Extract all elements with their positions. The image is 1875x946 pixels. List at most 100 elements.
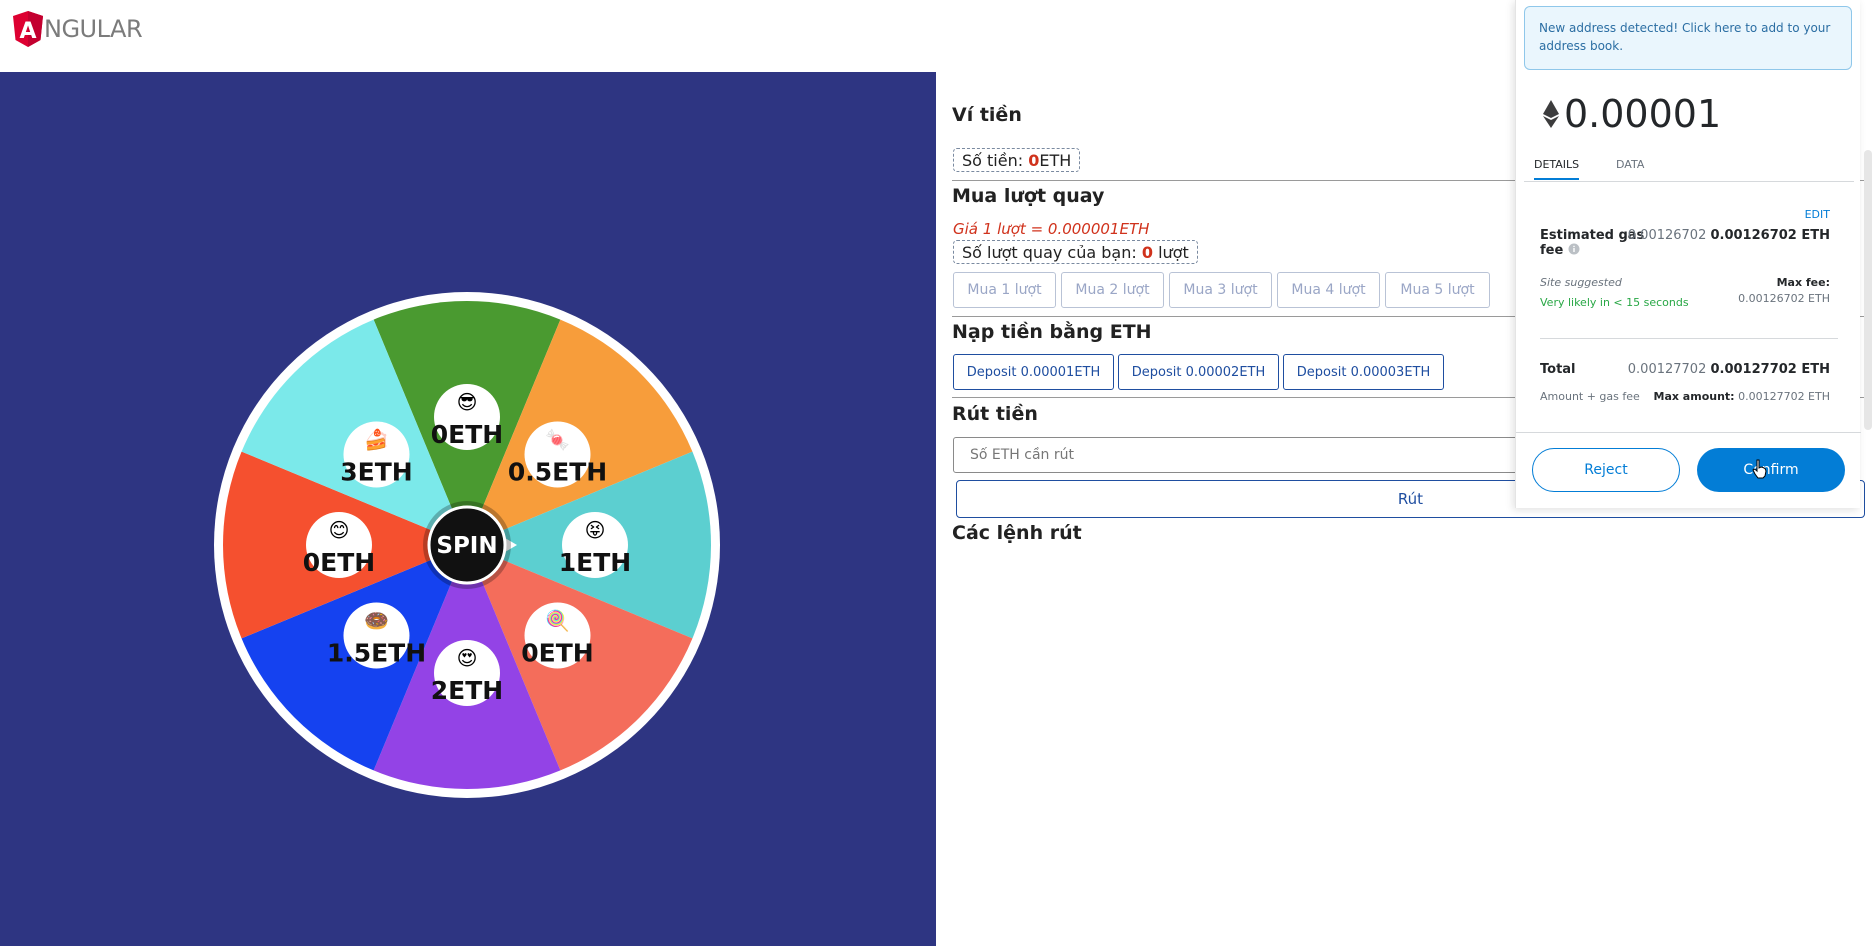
wheel-prize: 😎 0ETH [431, 384, 503, 450]
gas-label-line2: fee [1540, 243, 1564, 258]
prize-label: 1ETH [559, 548, 631, 577]
withdraw-amount-input[interactable] [953, 437, 1553, 473]
info-icon[interactable] [1568, 243, 1580, 255]
buy-5-spins-button[interactable]: Mua 5 lượt [1385, 272, 1490, 308]
hand-cursor-icon [1752, 459, 1767, 479]
angular-logo[interactable]: A NGULAR [12, 10, 143, 48]
gas-value-eth: 0.00126702 ETH [1710, 228, 1830, 243]
wheel-prize: 😝 1ETH [559, 512, 631, 578]
gas-label-line1: Estimated gas [1540, 228, 1645, 243]
prize-badge [524, 602, 591, 669]
balance-unit: ETH [1039, 151, 1072, 170]
wheel-svg: 😎 0ETH 🍬 0.5ETH 😝 1ETH 🍭 0ETH 😍 2ETH 🍩 1.5ETH 😊 0ETH 🍰… [214, 292, 720, 798]
edit-gas-link[interactable]: EDIT [1804, 208, 1830, 221]
spins-count-box: Số lượt quay của bạn: 0 lượt [953, 240, 1198, 264]
prize-badge [524, 421, 591, 488]
balance-label: Số tiền: [962, 151, 1024, 170]
spins-value: 0 [1141, 243, 1153, 262]
divider [952, 180, 1872, 181]
wheel-prize: 🍭 0ETH [521, 602, 594, 669]
max-amount-value: 0.00127702 ETH [1738, 390, 1830, 403]
prize-label: 0ETH [303, 548, 375, 577]
prize-emoji-icon: 😊 [329, 518, 350, 542]
deposit-0.00002-button[interactable]: Deposit 0.00002ETH [1118, 354, 1279, 390]
prize-emoji-icon: 😝 [585, 518, 606, 542]
divider [952, 316, 1872, 317]
deposit-title: Nạp tiền bằng ETH [952, 321, 1152, 343]
prize-emoji-icon: 🍬 [545, 427, 570, 451]
gas-value-fiat: 0.00126702 [1627, 228, 1707, 243]
metamask-confirm-popup: New address detected! Click here to add … [1515, 0, 1861, 508]
details-data-tabs: DETAILS DATA [1524, 152, 1854, 182]
popup-scrollbar[interactable] [1864, 150, 1872, 430]
buy-1-spin-button[interactable]: Mua 1 lượt [953, 272, 1056, 308]
prize-label: 3ETH [340, 457, 412, 486]
site-suggested-label: Site suggested [1540, 276, 1622, 289]
prize-emoji-icon: 🍩 [364, 609, 389, 633]
buy-3-spins-button[interactable]: Mua 3 lượt [1169, 272, 1272, 308]
estimated-gas-values: 0.00126702 0.00126702 ETH [1628, 228, 1830, 243]
amount-value: 0.00001 [1564, 92, 1722, 136]
total-value-fiat: 0.00127702 [1627, 362, 1707, 377]
transaction-amount: 0.00001 [1542, 92, 1721, 136]
wheel-prize: 🍰 3ETH [340, 421, 413, 488]
reject-button[interactable]: Reject [1532, 448, 1680, 492]
spins-unit: lượt [1158, 243, 1189, 262]
balance-value: 0 [1028, 151, 1040, 170]
spin-button-label[interactable]: SPIN [436, 533, 497, 559]
prize-wheel: 😎 0ETH 🍬 0.5ETH 😝 1ETH 🍭 0ETH 😍 2ETH 🍩 1.5ETH 😊 0ETH 🍰… [214, 292, 720, 798]
max-amount: Max amount: 0.00127702 ETH [1654, 390, 1830, 403]
spin-price: Giá 1 lượt = 0.000001ETH [953, 220, 1150, 238]
buy-2-spins-button[interactable]: Mua 2 lượt [1061, 272, 1164, 308]
prize-label: 0ETH [521, 639, 593, 668]
wallet-title: Ví tiền [952, 104, 1022, 126]
prize-emoji-icon: 🍭 [545, 608, 570, 633]
total-label: Total [1540, 362, 1576, 377]
withdraw-title: Rút tiền [952, 403, 1038, 425]
estimated-gas-label: Estimated gas fee [1540, 228, 1644, 258]
max-fee-label: Max fee: [1776, 276, 1830, 289]
total-values: 0.00127702 0.00127702 ETH [1628, 362, 1830, 377]
wheel-prize: 🍬 0.5ETH [508, 421, 607, 488]
deposit-0.00003-button[interactable]: Deposit 0.00003ETH [1283, 354, 1444, 390]
prize-label: 1.5ETH [327, 639, 426, 668]
prize-emoji-icon: 🍰 [364, 427, 389, 451]
controls-panel: Ví tiền Số tiền: 0ETH Mua lượt quay Giá … [936, 72, 1875, 946]
divider [1540, 338, 1838, 339]
prize-label: 0ETH [431, 420, 503, 449]
buy-4-spins-button[interactable]: Mua 4 lượt [1277, 272, 1380, 308]
prize-label: 2ETH [431, 676, 503, 705]
prize-emoji-icon: 😎 [457, 390, 478, 414]
prize-badge [306, 512, 372, 578]
balance-box: Số tiền: 0ETH [953, 148, 1081, 172]
divider [952, 397, 1872, 398]
logo-text: NGULAR [44, 15, 143, 43]
prize-badge [562, 512, 628, 578]
wheel-prize: 🍩 1.5ETH [327, 602, 426, 669]
max-fee-value: 0.00126702 ETH [1738, 292, 1830, 305]
logo-letter: A [19, 19, 36, 44]
wheel-prize: 😊 0ETH [303, 512, 375, 578]
prize-badge [343, 421, 410, 488]
likely-time-label: Very likely in < 15 seconds [1540, 296, 1689, 309]
confirm-button[interactable]: Confirm [1697, 448, 1845, 492]
prize-emoji-icon: 😍 [457, 646, 478, 670]
max-amount-label: Max amount: [1653, 390, 1735, 403]
deposit-0.00001-button[interactable]: Deposit 0.00001ETH [953, 354, 1114, 390]
withdraw-orders-title: Các lệnh rút [952, 522, 1082, 544]
spin-button[interactable] [427, 505, 507, 585]
wheel-prize: 😍 2ETH [431, 640, 503, 706]
prize-badge [434, 384, 500, 450]
prize-badge [343, 602, 410, 669]
spins-label: Số lượt quay của bạn: [962, 243, 1137, 262]
prize-badge [434, 640, 500, 706]
total-value-eth: 0.00127702 ETH [1710, 362, 1830, 377]
ethereum-icon [1543, 100, 1559, 128]
prize-label: 0.5ETH [508, 457, 607, 486]
angular-shield-icon: A [13, 11, 43, 47]
amount-gas-label: Amount + gas fee [1540, 390, 1640, 403]
tab-data[interactable]: DATA [1616, 158, 1645, 171]
pointer-arrow-icon [505, 538, 517, 552]
tab-details[interactable]: DETAILS [1534, 158, 1580, 180]
new-address-notice[interactable]: New address detected! Click here to add … [1524, 6, 1852, 70]
